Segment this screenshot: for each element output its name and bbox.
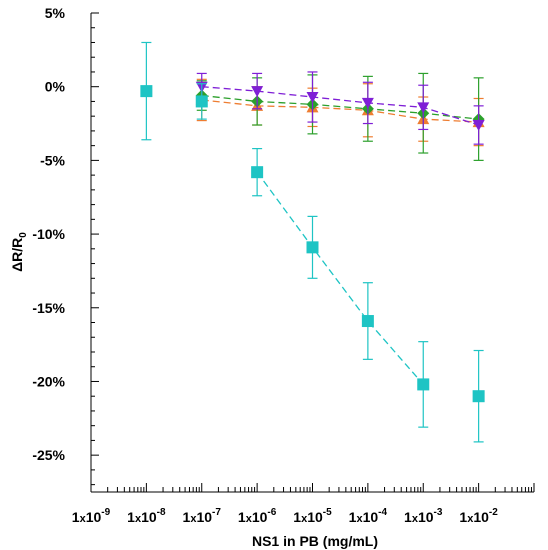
series-line	[201, 94, 479, 120]
x-tick-label: 1x10-3	[404, 507, 443, 525]
data-point	[472, 120, 485, 132]
data-point	[361, 97, 374, 109]
y-axis: 5% 0% -5% -10% -15% -20% -25%	[32, 5, 99, 486]
data-point	[306, 241, 319, 254]
series-line	[201, 86, 479, 126]
x-axis: 1x10-9 1x10-8 1x10-7 1x10-6 1x10-5 1x10-4 1x10…	[72, 483, 535, 525]
y-tick-label: -20%	[32, 373, 65, 389]
series-2	[195, 71, 485, 145]
series-line	[201, 99, 479, 123]
x-tick-label: 1x10-8	[127, 507, 166, 525]
data-point	[251, 86, 264, 98]
x-tick-label: 1x10-4	[349, 507, 388, 525]
series-layer	[140, 41, 485, 443]
x-tick-label: 1x10-5	[293, 507, 332, 525]
data-point	[417, 378, 430, 391]
y-tick-label: -10%	[32, 226, 65, 242]
y-tick-label: -5%	[40, 152, 65, 168]
y-axis-title: ΔR/R0	[9, 232, 29, 272]
data-point	[140, 85, 153, 98]
x-tick-label: 1x10-7	[183, 507, 222, 525]
y-tick-label: 0%	[45, 79, 66, 95]
data-point	[195, 95, 208, 108]
data-point	[361, 315, 374, 328]
y-tick-label: -25%	[32, 447, 65, 463]
y-tick-label: 5%	[45, 5, 66, 21]
x-tick-label: 1x10-9	[72, 507, 111, 525]
y-axis-title-sub: 0	[18, 232, 29, 238]
x-axis-title: NS1 in PB (mg/mL)	[252, 533, 378, 549]
x-tick-label: 1x10-2	[459, 507, 498, 525]
data-point	[306, 92, 319, 104]
x-tick-label: 1x10-6	[238, 507, 277, 525]
y-tick-label: -15%	[32, 300, 65, 316]
data-point	[472, 390, 485, 403]
series-3	[140, 41, 485, 443]
series-1	[195, 72, 485, 161]
data-point	[251, 166, 264, 179]
y-axis-title-main: ΔR/R	[9, 238, 25, 272]
data-point	[417, 102, 430, 114]
series-line	[256, 171, 424, 385]
